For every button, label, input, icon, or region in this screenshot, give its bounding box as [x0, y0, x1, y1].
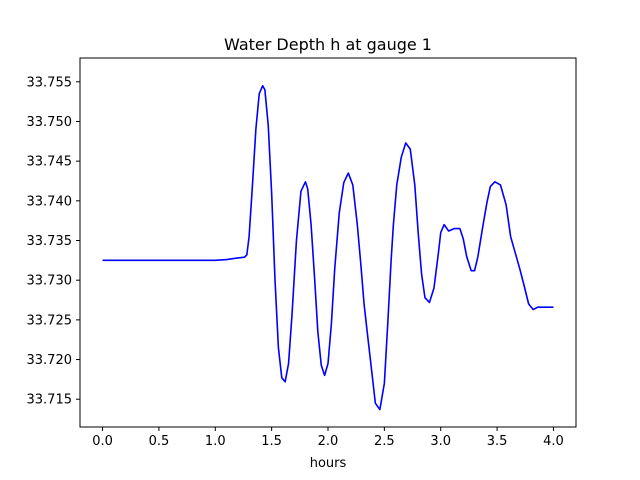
- y-axis-ticks: 33.715 33.720 33.725 33.730 33.735 33.740 33.7…: [27, 75, 80, 408]
- x-tick-label: 2.5: [374, 434, 395, 449]
- x-tick-label: 0.5: [149, 434, 170, 449]
- x-tick-label: 2.0: [318, 434, 339, 449]
- y-tick-label: 33.750: [27, 115, 73, 130]
- chart-title: Water Depth h at gauge 1: [224, 35, 432, 54]
- x-axis-label: hours: [310, 456, 347, 471]
- series-line-0: [102, 84, 554, 411]
- y-tick-label: 33.755: [27, 75, 73, 90]
- x-tick-label: 1.0: [205, 434, 226, 449]
- x-tick-label: 3.0: [430, 434, 451, 449]
- y-tick-label: 33.720: [27, 353, 73, 368]
- x-tick-label: 4.0: [543, 434, 564, 449]
- y-tick-label: 33.735: [27, 234, 73, 249]
- x-tick-label: 1.5: [261, 434, 282, 449]
- y-tick-label: 33.740: [27, 194, 73, 209]
- y-tick-label: 33.730: [27, 274, 73, 289]
- x-axis-ticks: 0.0 0.5 1.0 1.5 2.0 2.5 3.0 3.5 4.0: [92, 427, 564, 449]
- x-tick-label: 0.0: [92, 434, 113, 449]
- x-tick-label: 3.5: [487, 434, 508, 449]
- y-tick-label: 33.715: [27, 393, 73, 408]
- y-tick-label: 33.745: [27, 155, 73, 170]
- y-tick-label: 33.725: [27, 313, 73, 328]
